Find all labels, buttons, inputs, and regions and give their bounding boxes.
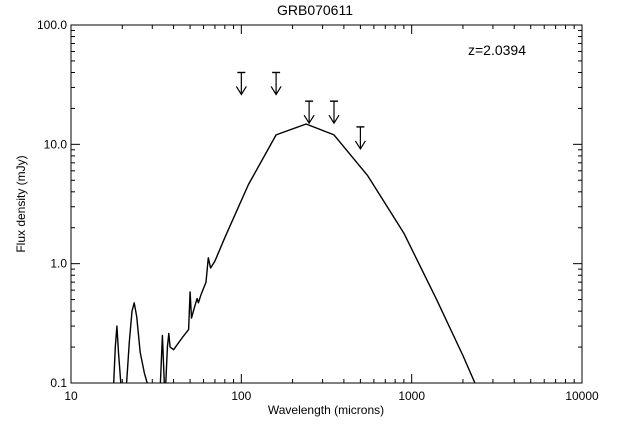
- y-tick-label: 10.0: [44, 137, 68, 151]
- redshift-annotation: z=2.0394: [468, 42, 526, 58]
- x-tick-label: 100: [231, 389, 251, 403]
- upper-limit-arrow: [235, 71, 247, 96]
- upper-limit-arrow: [303, 100, 315, 125]
- y-tick-label: 1.0: [50, 257, 67, 271]
- plot-frame: [70, 24, 583, 384]
- upper-limit-arrow: [354, 126, 366, 151]
- sed-curve-segment: [113, 325, 122, 384]
- upper-limit-markers: [235, 71, 366, 151]
- x-axis-label: Wavelength (microns): [268, 403, 384, 417]
- sed-curve-segment: [125, 302, 148, 384]
- chart-title: GRB070611: [277, 2, 353, 18]
- sed-curve-segment: [165, 123, 476, 384]
- y-tick-label: 100.0: [37, 18, 67, 32]
- x-tick-label: 1000: [398, 389, 425, 403]
- upper-limit-arrow: [270, 71, 282, 96]
- y-axis-label: Flux density (mJy): [14, 155, 28, 252]
- x-tick-label: 10000: [565, 389, 599, 403]
- y-tick-label: 0.1: [50, 376, 67, 390]
- sed-curve-segment: [159, 334, 165, 384]
- axis-ticks: 10 100 1000 10000 0.1 1.0 10.0 100.0: [37, 18, 599, 403]
- x-tick-label: 10: [64, 389, 78, 403]
- series-lines: [113, 123, 476, 384]
- upper-limit-arrow: [328, 100, 340, 125]
